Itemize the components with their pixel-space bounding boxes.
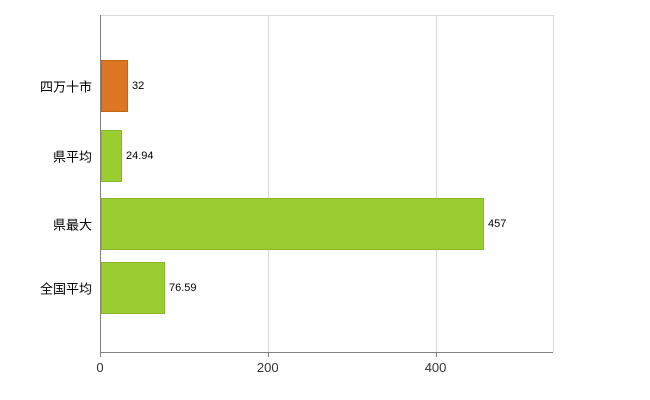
bar-2 [101,198,484,250]
plot-right-border [553,15,554,352]
value-label-2: 457 [488,218,507,230]
gridline-x-400 [435,15,437,352]
x-axis [100,352,553,353]
y-axis [100,15,101,352]
x-axis-tick-label: 400 [424,360,447,375]
gridline-x-200 [267,15,269,352]
value-label-3: 76.59 [169,282,197,294]
plot-top-border [100,15,553,16]
x-axis-tick [267,352,269,357]
x-axis-tick [435,352,437,357]
category-label-3: 全国平均 [39,281,92,297]
value-label-1: 24.94 [126,150,154,162]
category-label-0: 四万十市 [39,79,92,95]
x-axis-tick [100,352,101,357]
category-label-2: 県最大 [52,217,92,233]
value-label-0: 32 [132,80,145,92]
x-axis-tick-label: 200 [256,360,279,375]
bar-0 [101,60,128,112]
category-label-1: 県平均 [52,149,92,165]
bar-1 [101,130,122,182]
bar-3 [101,262,165,314]
x-axis-tick-label: 0 [96,360,104,375]
